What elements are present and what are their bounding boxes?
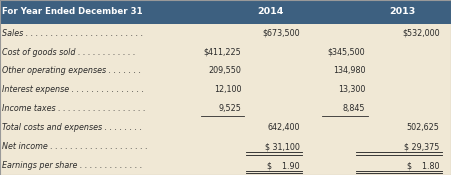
Text: $    1.80: $ 1.80 xyxy=(407,161,440,170)
Text: Sales . . . . . . . . . . . . . . . . . . . . . . . .: Sales . . . . . . . . . . . . . . . . . … xyxy=(2,29,143,38)
Text: 209,550: 209,550 xyxy=(208,66,241,75)
Text: 2014: 2014 xyxy=(258,7,284,16)
Text: Other operating expenses . . . . . . .: Other operating expenses . . . . . . . xyxy=(2,66,141,75)
Text: 8,845: 8,845 xyxy=(343,104,365,113)
Text: Cost of goods sold . . . . . . . . . . . .: Cost of goods sold . . . . . . . . . . .… xyxy=(2,47,136,57)
Text: $345,500: $345,500 xyxy=(328,47,365,57)
Text: $ 31,100: $ 31,100 xyxy=(265,142,300,151)
Text: 2013: 2013 xyxy=(389,7,416,16)
Text: 12,100: 12,100 xyxy=(214,85,241,94)
Text: $    1.90: $ 1.90 xyxy=(267,161,300,170)
Text: 9,525: 9,525 xyxy=(218,104,241,113)
Text: 134,980: 134,980 xyxy=(333,66,365,75)
Text: $673,500: $673,500 xyxy=(262,29,300,38)
Text: Interest expense . . . . . . . . . . . . . . .: Interest expense . . . . . . . . . . . .… xyxy=(2,85,144,94)
Text: 642,400: 642,400 xyxy=(267,123,300,132)
Text: $411,225: $411,225 xyxy=(203,47,241,57)
Text: 13,300: 13,300 xyxy=(338,85,365,94)
Text: 502,625: 502,625 xyxy=(407,123,440,132)
Text: $532,000: $532,000 xyxy=(402,29,440,38)
Text: Total costs and expenses . . . . . . . .: Total costs and expenses . . . . . . . . xyxy=(2,123,143,132)
Text: $ 29,375: $ 29,375 xyxy=(405,142,440,151)
Text: Income taxes . . . . . . . . . . . . . . . . . .: Income taxes . . . . . . . . . . . . . .… xyxy=(2,104,146,113)
Text: Earnings per share . . . . . . . . . . . . .: Earnings per share . . . . . . . . . . .… xyxy=(2,161,143,170)
Text: Net income . . . . . . . . . . . . . . . . . . . .: Net income . . . . . . . . . . . . . . .… xyxy=(2,142,148,151)
Text: For Year Ended December 31: For Year Ended December 31 xyxy=(2,7,143,16)
FancyBboxPatch shape xyxy=(0,0,451,24)
